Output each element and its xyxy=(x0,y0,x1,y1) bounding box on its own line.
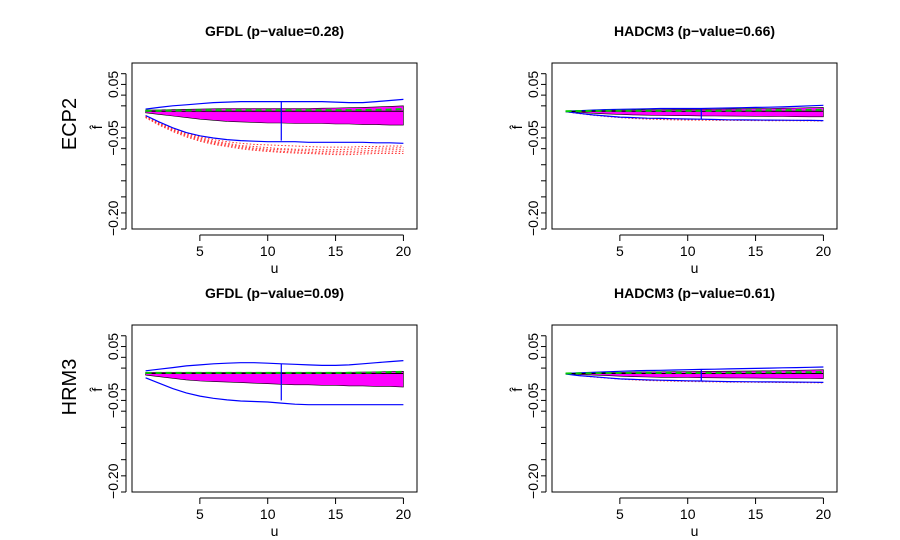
chart-panel-4: HADCM3 (p−value=0.61) 5 10 15 20 u −0.20 −0.05 0… xyxy=(509,285,838,539)
x-tick-label: 5 xyxy=(196,506,204,522)
chart-title: GFDL (p−value=0.28) xyxy=(205,23,344,39)
envelope-lower-line xyxy=(145,377,404,406)
x-tick-label: 10 xyxy=(680,506,696,522)
x-tick-label: 5 xyxy=(616,243,624,259)
y-tick-label: −0.05 xyxy=(525,383,541,419)
mean-dashed-line xyxy=(145,108,404,112)
x-tick-label: 10 xyxy=(260,506,276,522)
envelope-lower-line xyxy=(565,373,824,383)
y-tick-label: −0.20 xyxy=(525,463,541,499)
dotted-series-4 xyxy=(145,116,404,154)
plot-frame xyxy=(551,324,838,493)
dotted-series-2 xyxy=(145,116,404,151)
x-tick-label: 15 xyxy=(328,506,344,522)
y-axis-label: f̂ xyxy=(509,124,525,130)
row-label-ecp2: ECP2 xyxy=(59,98,81,150)
chart-panel-2: HADCM3 (p−value=0.66) 5 10 15 20 u −0.20 −0.05 0… xyxy=(509,23,838,276)
envelope-upper-line xyxy=(565,104,824,112)
chart-panels: GFDL (p−value=0.28) 5 10 15 20 u −0.20 −0.05 0.0… xyxy=(89,23,838,539)
x-tick-label: 20 xyxy=(396,243,412,259)
x-tick-label: 15 xyxy=(328,243,344,259)
x-tick-label: 5 xyxy=(196,243,204,259)
chart-panel-3: GFDL (p−value=0.09) 5 10 15 20 u −0.20 −0.05 0.0… xyxy=(89,285,418,539)
x-tick-label: 10 xyxy=(680,243,696,259)
envelope-lower-line xyxy=(145,114,404,144)
plot-frame xyxy=(131,62,418,230)
x-tick-label: 20 xyxy=(816,506,832,522)
y-tick-label: −0.20 xyxy=(525,200,541,236)
chart-title: HADCM3 (p−value=0.66) xyxy=(614,23,775,39)
y-axis-label: f̂ xyxy=(89,124,105,130)
y-tick-label: 0.05 xyxy=(105,71,121,98)
y-tick-label: −0.20 xyxy=(105,200,121,236)
y-tick-label: −0.05 xyxy=(105,383,121,419)
x-tick-label: 15 xyxy=(748,243,764,259)
x-tick-label: 15 xyxy=(748,506,764,522)
row-label-hrm3: HRM3 xyxy=(59,359,81,416)
dotted-series-3 xyxy=(145,116,404,152)
y-axis-label: f̂ xyxy=(89,387,105,393)
dotted-series-5 xyxy=(145,117,404,156)
plot-frame xyxy=(131,324,418,493)
chart-title: GFDL (p−value=0.09) xyxy=(205,285,344,301)
mean-dashed-line xyxy=(565,371,824,375)
x-axis-label: u xyxy=(271,260,279,276)
x-tick-label: 5 xyxy=(616,506,624,522)
x-axis-label: u xyxy=(691,523,699,539)
y-tick-label: 0.05 xyxy=(105,333,121,360)
y-tick-label: −0.20 xyxy=(105,463,121,499)
y-tick-label: −0.05 xyxy=(105,120,121,156)
x-tick-label: 20 xyxy=(816,243,832,259)
mean-dashed-line xyxy=(145,370,404,374)
y-tick-label: 0.05 xyxy=(525,71,541,98)
y-tick-label: 0.05 xyxy=(525,333,541,360)
x-tick-label: 10 xyxy=(260,243,276,259)
plot-frame xyxy=(551,62,838,230)
mean-dashed-line xyxy=(565,108,824,113)
x-axis-label: u xyxy=(691,260,699,276)
confidence-band xyxy=(145,105,404,126)
envelope-lower-line xyxy=(565,111,824,122)
envelope-upper-line xyxy=(145,98,404,110)
chart-panel-1: GFDL (p−value=0.28) 5 10 15 20 u −0.20 −0.05 0.0… xyxy=(89,23,418,276)
y-axis-label: f̂ xyxy=(509,387,525,393)
chart-title: HADCM3 (p−value=0.61) xyxy=(614,285,775,301)
y-tick-label: −0.05 xyxy=(525,120,541,156)
envelope-upper-line xyxy=(145,360,404,372)
x-axis-label: u xyxy=(271,523,279,539)
x-tick-label: 20 xyxy=(396,506,412,522)
envelope-upper-line xyxy=(565,366,824,375)
